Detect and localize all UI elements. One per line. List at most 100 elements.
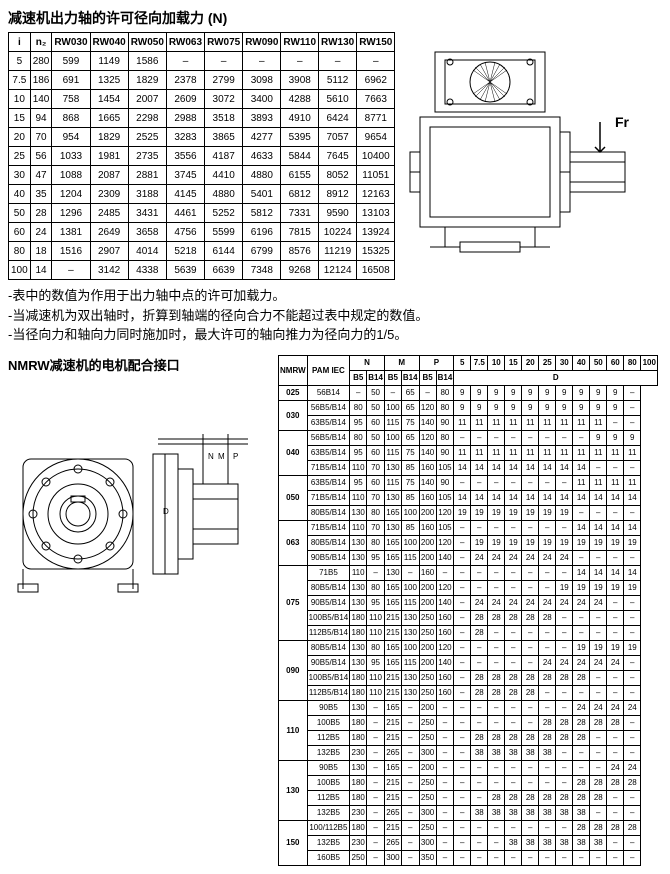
cell: 1516 (52, 242, 90, 261)
cell: – (590, 610, 607, 625)
cell: – (522, 760, 539, 775)
cell: – (471, 640, 488, 655)
col-b: B14 (436, 370, 454, 385)
cell: 65 (401, 400, 419, 415)
cell: 50 (367, 385, 385, 400)
cell: 70 (367, 460, 385, 475)
cell: 19 (573, 535, 590, 550)
cell: 105 (436, 460, 454, 475)
cell: 140 (419, 475, 436, 490)
cell: 19 (556, 535, 573, 550)
cell: – (522, 565, 539, 580)
col-header: RW050 (128, 33, 166, 52)
cell: – (539, 775, 556, 790)
cell: – (488, 700, 505, 715)
cell: 100 (401, 580, 419, 595)
cell: – (624, 835, 641, 850)
cell: 5395 (281, 128, 319, 147)
cell: 38 (505, 745, 522, 760)
cell: 80 (436, 385, 454, 400)
cell: 120 (419, 430, 436, 445)
cell: 60 (367, 475, 385, 490)
cell: 112B5/B14 (307, 625, 350, 640)
table2-title: NMRW减速机的电机配合接口 (8, 355, 278, 374)
cell: 130 (384, 490, 401, 505)
cell: 70 (367, 490, 385, 505)
cell: 3188 (128, 185, 166, 204)
cell: – (590, 745, 607, 760)
cell: – (367, 730, 385, 745)
cell: 250 (419, 670, 436, 685)
cell: 28 (607, 775, 624, 790)
cell: – (401, 850, 419, 865)
cell: 110 (367, 625, 385, 640)
cell: – (436, 790, 454, 805)
cell: 19 (522, 535, 539, 550)
cell: – (505, 565, 522, 580)
cell: 9 (539, 385, 556, 400)
cell: 11219 (319, 242, 357, 261)
cell: 7057 (319, 128, 357, 147)
cell: – (624, 595, 641, 610)
cell: 200 (419, 535, 436, 550)
cell: – (436, 745, 454, 760)
nmrw-cell: 063 (279, 520, 308, 565)
cell: 90 (436, 475, 454, 490)
cell: 28 (522, 730, 539, 745)
cell: – (505, 475, 522, 490)
cell: – (522, 625, 539, 640)
cell: 38 (539, 745, 556, 760)
cell: 13924 (357, 223, 395, 242)
notes: -表中的数值为作用于出力轴中点的许可加载力。 -当减速机为双出轴时，折算到轴端的… (8, 286, 662, 345)
cell: 5599 (205, 223, 243, 242)
cell: – (454, 760, 471, 775)
cell: 165 (384, 595, 401, 610)
cell: 19 (624, 640, 641, 655)
cell: – (539, 685, 556, 700)
cell: – (367, 850, 385, 865)
cell: 38 (505, 805, 522, 820)
cell: – (556, 700, 573, 715)
cell: 7645 (319, 147, 357, 166)
col-b: B14 (367, 370, 385, 385)
cell: – (401, 805, 419, 820)
cell: 9 (471, 385, 488, 400)
cell: – (522, 655, 539, 670)
cell: – (367, 775, 385, 790)
cell: 18 (30, 242, 52, 261)
cell: 38 (471, 745, 488, 760)
cell: – (454, 850, 471, 865)
cell: 7815 (281, 223, 319, 242)
cell: 14 (471, 460, 488, 475)
cell: 10 (9, 90, 31, 109)
cell: 19 (590, 580, 607, 595)
cell: 215 (384, 685, 401, 700)
cell: – (454, 835, 471, 850)
cell: 24 (539, 595, 556, 610)
cell: – (522, 520, 539, 535)
col-ratio: 30 (556, 355, 573, 370)
cell: 9654 (357, 128, 395, 147)
cell: 300 (419, 835, 436, 850)
cell: 4410 (205, 166, 243, 185)
cell: 70 (367, 520, 385, 535)
cell: 10224 (319, 223, 357, 242)
cell: 63B5/B14 (307, 475, 350, 490)
cell: 215 (384, 670, 401, 685)
cell: 28 (590, 820, 607, 835)
radial-load-table: in₂RW030RW040RW050RW063RW075RW090RW110RW… (8, 32, 395, 280)
cell: 250 (350, 850, 367, 865)
cell: 30 (9, 166, 31, 185)
cell: 38 (488, 805, 505, 820)
cell: 9 (607, 385, 624, 400)
cell: – (607, 595, 624, 610)
cell: 165 (384, 535, 401, 550)
cell: – (454, 745, 471, 760)
cell: 14 (624, 565, 641, 580)
cell: 7663 (357, 90, 395, 109)
cell: 28 (573, 670, 590, 685)
cell: 38 (522, 805, 539, 820)
cell: 90 (436, 415, 454, 430)
cell: 28 (522, 610, 539, 625)
cell: – (607, 685, 624, 700)
